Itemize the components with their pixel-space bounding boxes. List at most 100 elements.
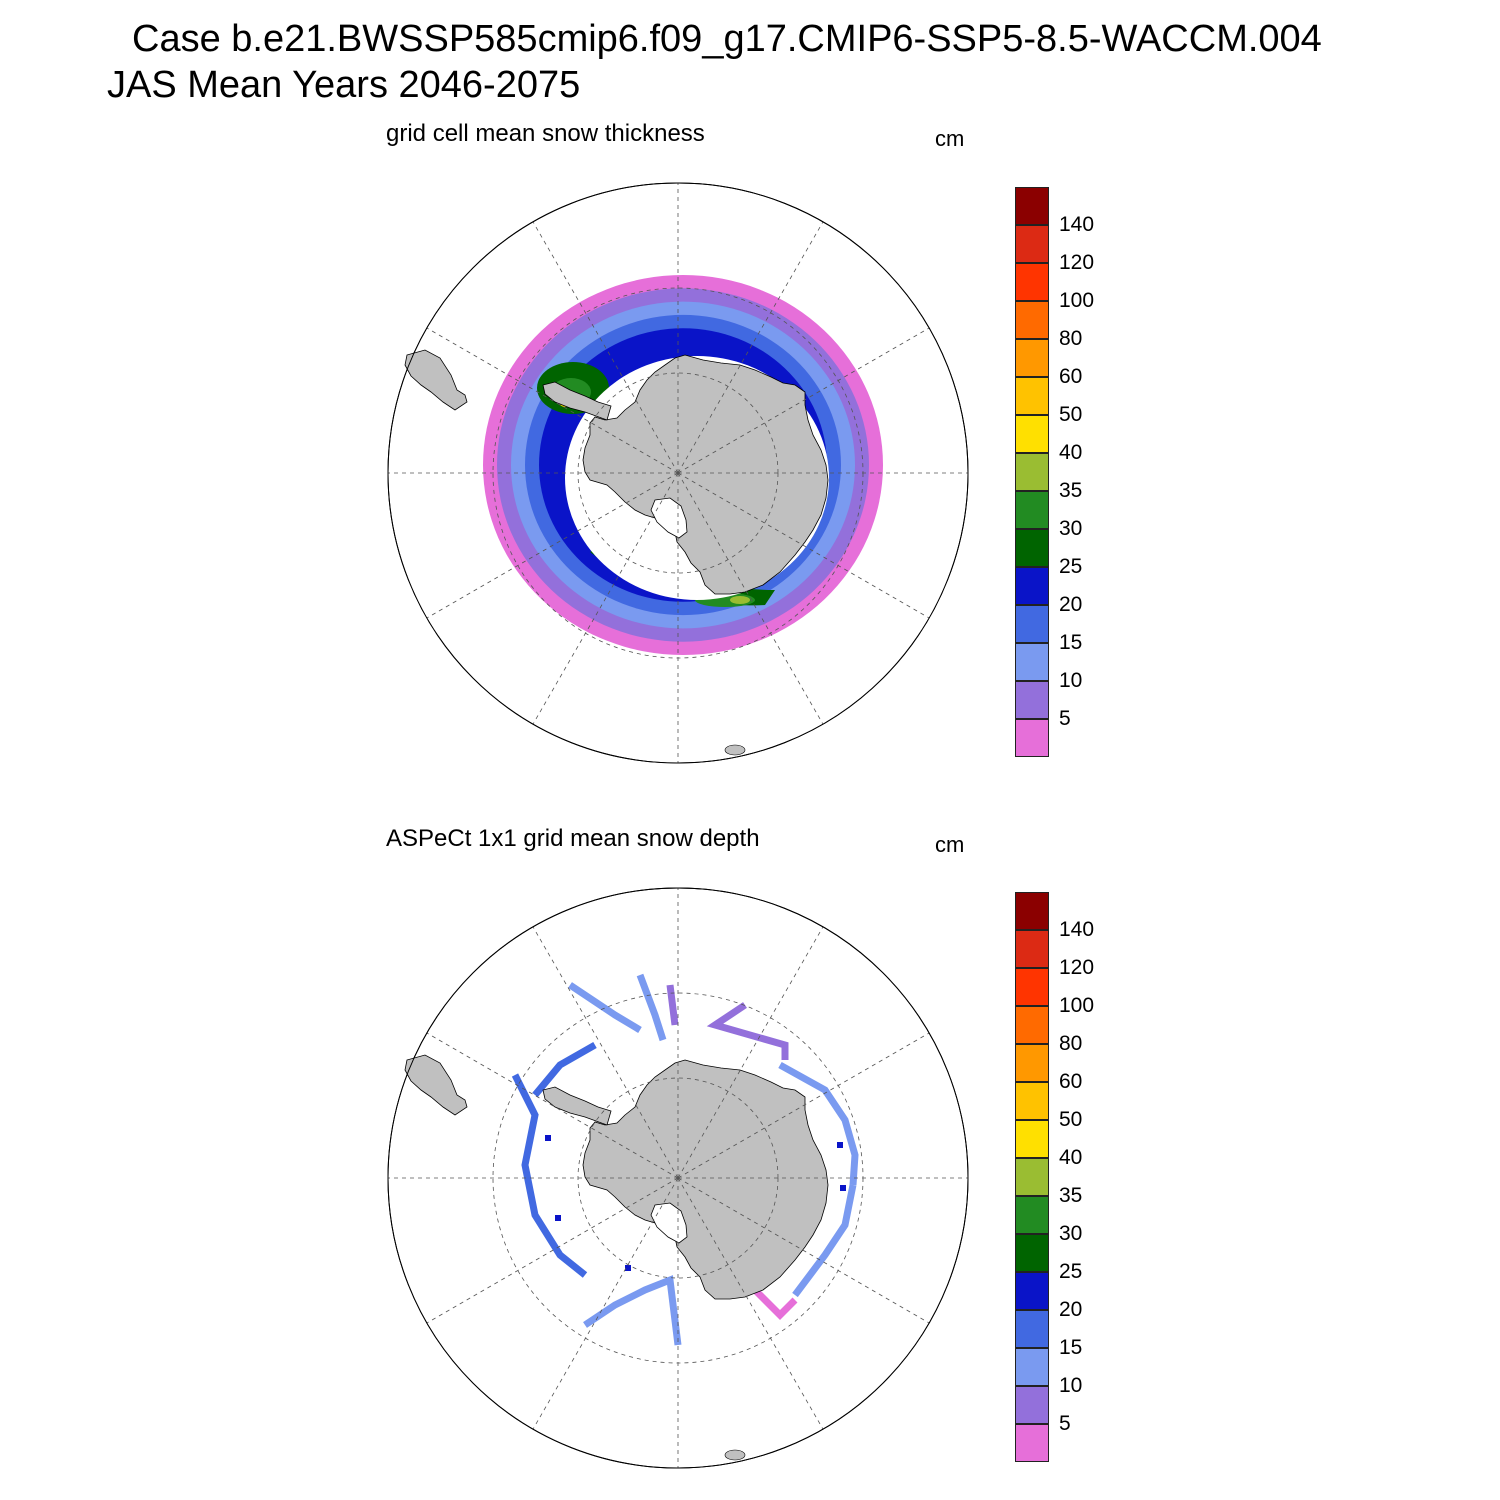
panel1-colorbar-label: 40 — [1059, 441, 1083, 464]
panel2-colorbar-label: 40 — [1059, 1146, 1083, 1169]
panel2-ship-track — [752, 1287, 798, 1320]
panel1-colorbar-box — [1015, 263, 1049, 301]
panel2-colorbar-box — [1015, 1234, 1049, 1272]
panel2-obs-cell — [840, 1185, 846, 1191]
panel1-south-america-tip — [404, 349, 468, 411]
panel1-snow-pocket-ross-peak — [730, 596, 750, 604]
panel1-colorbar-box — [1015, 301, 1049, 339]
panel1-colorbar-label: 120 — [1059, 251, 1095, 274]
panel1-meridian-line — [677, 221, 824, 474]
panel1-colorbar-label: 35 — [1059, 479, 1083, 502]
panel1-map-group — [387, 182, 969, 764]
panel2-meridian-line — [677, 926, 824, 1179]
panel1-colorbar-box — [1015, 643, 1049, 681]
panel1-colorbar-box — [1015, 415, 1049, 453]
panel2-colorbar-box — [1015, 1272, 1049, 1310]
panel2-colorbar-label: 5 — [1059, 1412, 1071, 1435]
panel1-colorbar-label: 30 — [1059, 517, 1083, 540]
panel2-colorbar-box — [1015, 1310, 1049, 1348]
panel2-antarctic-peninsula — [542, 1086, 612, 1126]
panel2-meridian-line — [532, 926, 679, 1179]
panel1-colorbar-box — [1015, 453, 1049, 491]
panel2-colorbar-box — [1015, 1120, 1049, 1158]
panel2-colorbar-label: 60 — [1059, 1070, 1083, 1093]
panel2-colorbar-box — [1015, 1196, 1049, 1234]
panel2-obs-cell — [625, 1265, 631, 1271]
panel2-colorbar-label: 10 — [1059, 1374, 1083, 1397]
panel1-meridian-line — [677, 327, 930, 474]
figure-title-line2: JAS Mean Years 2046-2075 — [107, 64, 581, 106]
panel2-colorbar-label: 35 — [1059, 1184, 1083, 1207]
panel2-colorbar-box — [1015, 1424, 1049, 1462]
panel2-ship-track — [636, 973, 667, 1042]
panel1-polar-map — [387, 182, 969, 764]
panel2-new-zealand-island — [724, 1449, 746, 1461]
panel1-colorbar-box — [1015, 339, 1049, 377]
panel1-colorbar-box — [1015, 491, 1049, 529]
panel2-colorbar-box — [1015, 1158, 1049, 1196]
panel2-colorbar-box — [1015, 1386, 1049, 1424]
panel1-colorbar-label: 60 — [1059, 365, 1083, 388]
panel1-colorbar-box — [1015, 377, 1049, 415]
panel1-colorbar-box — [1015, 605, 1049, 643]
panel1-meridian-line — [426, 327, 679, 474]
panel1-colorbar-box — [1015, 225, 1049, 263]
panel1-meridian-line — [426, 472, 679, 619]
panel2-polar-map — [387, 887, 969, 1469]
panel2-title: ASPeCt 1x1 grid mean snow depth — [386, 825, 760, 852]
panel1-colorbar: 5 10 15 20 25 30 35 40 50 60 80 100 120 140 — [1015, 187, 1105, 759]
panel2-ship-track — [792, 1184, 857, 1298]
panel1-colorbar-label: 15 — [1059, 631, 1083, 654]
panel2-ship-track — [511, 1073, 588, 1278]
panel2-ship-track — [666, 984, 679, 1026]
panel1-colorbar-label: 10 — [1059, 669, 1083, 692]
figure-title-line1: Case b.e21.BWSSP585cmip6.f09_g17.CMIP6-S… — [132, 18, 1322, 60]
panel2-meridian-line — [677, 1177, 824, 1430]
panel2-meridian-line — [532, 1177, 679, 1430]
panel2-colorbar-label: 140 — [1059, 918, 1095, 941]
panel2-ship-track — [568, 982, 642, 1034]
panel1-colorbar-box — [1015, 529, 1049, 567]
panel1-colorbar-label: 50 — [1059, 403, 1083, 426]
panel2-colorbar-box — [1015, 930, 1049, 968]
panel1-meridian-line — [677, 472, 824, 725]
panel2-south-america-tip — [404, 1054, 468, 1116]
panel1-antarctic-peninsula — [542, 381, 612, 421]
panel2-colorbar-label: 80 — [1059, 1032, 1083, 1055]
panel2-obs-cell — [837, 1142, 843, 1148]
panel1-meridian-line — [532, 221, 679, 474]
panel2-colorbar-label: 30 — [1059, 1222, 1083, 1245]
panel2-obs-cell — [545, 1135, 551, 1141]
panel1-title: grid cell mean snow thickness — [386, 120, 705, 147]
panel2-colorbar-box — [1015, 1082, 1049, 1120]
panel1-colorbar-box — [1015, 187, 1049, 225]
panel1-meridian-line — [532, 472, 679, 725]
panel1-colorbar-label: 80 — [1059, 327, 1083, 350]
panel2-colorbar-box — [1015, 1044, 1049, 1082]
panel2-colorbar-label: 100 — [1059, 994, 1095, 1017]
panel1-colorbar-label: 140 — [1059, 213, 1095, 236]
panel2-ship-track — [583, 1275, 682, 1346]
panel2-colorbar-label: 25 — [1059, 1260, 1083, 1283]
panel2-units: cm — [935, 832, 965, 857]
panel2-meridian-line — [677, 1032, 930, 1179]
panel2-meridian-line — [677, 1177, 930, 1324]
panel2-colorbar-label: 50 — [1059, 1108, 1083, 1131]
panel1-colorbar-label: 5 — [1059, 707, 1071, 730]
panel2-map-frame — [387, 887, 969, 1469]
panel2-colorbar-label: 120 — [1059, 956, 1095, 979]
panel1-new-zealand-island — [724, 744, 746, 756]
panel2-ship-track — [706, 1002, 789, 1060]
panel2-map-group — [387, 887, 969, 1469]
panel2-ship-track — [532, 1041, 597, 1098]
panel2-meridian-line — [426, 1177, 679, 1324]
panel1-colorbar-label: 20 — [1059, 593, 1083, 616]
panel1-colorbar-label: 100 — [1059, 289, 1095, 312]
panel2-colorbar-label: 15 — [1059, 1336, 1083, 1359]
panel2-colorbar-label: 20 — [1059, 1298, 1083, 1321]
panel2-meridian-line — [426, 1032, 679, 1179]
panel1-map-frame — [387, 182, 969, 764]
panel1-units: cm — [935, 126, 965, 151]
panel2-colorbar-box — [1015, 892, 1049, 930]
panel2-colorbar-box — [1015, 1006, 1049, 1044]
